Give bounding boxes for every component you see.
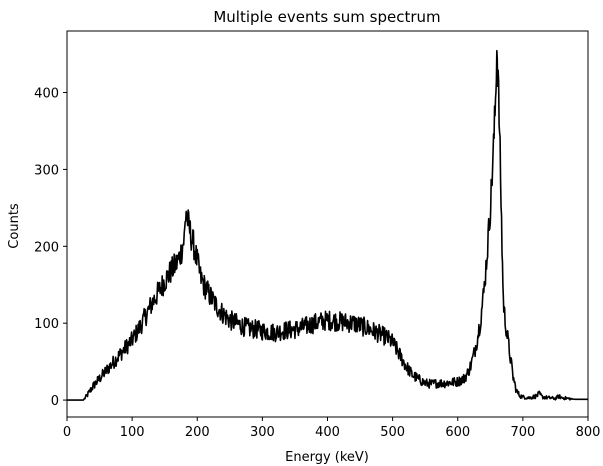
plot-area xyxy=(66,49,589,401)
x-axis-label: Energy (keV) xyxy=(285,450,369,465)
x-tick-label: 300 xyxy=(250,425,275,440)
y-tick-label: 300 xyxy=(34,163,59,178)
chart-title: Multiple events sum spectrum xyxy=(213,8,440,26)
y-axis: 0 100 200 300 400 xyxy=(34,87,67,409)
x-tick-label: 800 xyxy=(576,425,601,440)
y-tick-label: 400 xyxy=(34,87,59,102)
x-tick-label: 0 xyxy=(63,425,71,440)
x-tick-label: 700 xyxy=(510,425,535,440)
y-axis-label: Counts xyxy=(7,203,22,249)
y-tick-label: 100 xyxy=(34,317,59,332)
x-tick-label: 500 xyxy=(380,425,405,440)
x-tick-label: 100 xyxy=(120,425,145,440)
x-axis: 0 100 200 300 400 500 600 700 800 xyxy=(63,417,601,440)
plot-frame xyxy=(66,30,589,418)
y-tick-label: 0 xyxy=(51,394,59,409)
spectrum-series-line xyxy=(66,49,589,401)
x-tick-label: 200 xyxy=(185,425,210,440)
y-tick-label: 200 xyxy=(34,240,59,255)
x-tick-label: 600 xyxy=(445,425,470,440)
x-tick-label: 400 xyxy=(315,425,340,440)
